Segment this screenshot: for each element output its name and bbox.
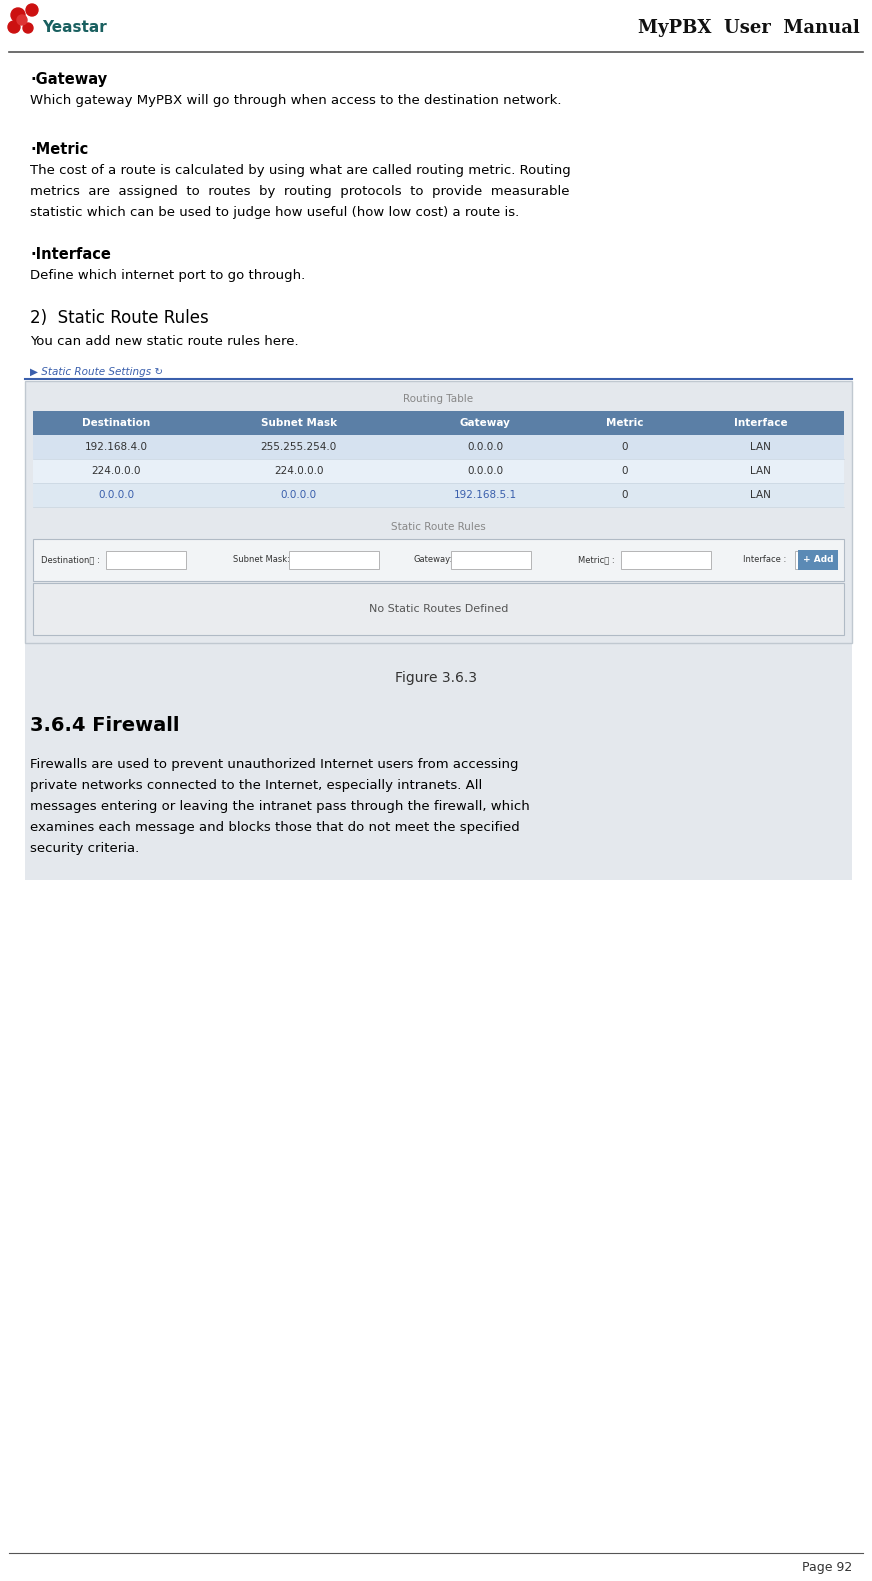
- Text: Figure 3.6.3: Figure 3.6.3: [395, 670, 477, 685]
- Text: 0: 0: [622, 490, 629, 500]
- Text: Page 92: Page 92: [801, 1560, 852, 1575]
- Bar: [25, 381, 852, 881]
- Text: Metric: Metric: [606, 417, 644, 428]
- Text: Static Route Rules: Static Route Rules: [392, 522, 486, 531]
- Text: Which gateway MyPBX will go through when access to the destination network.: Which gateway MyPBX will go through when…: [30, 93, 562, 108]
- Text: Interface :: Interface :: [743, 555, 787, 564]
- Text: Gateway: Gateway: [460, 417, 511, 428]
- Text: Destinationⓘ :: Destinationⓘ :: [41, 555, 99, 564]
- Text: metrics  are  assigned  to  routes  by  routing  protocols  to  provide  measura: metrics are assigned to routes by routin…: [30, 185, 569, 198]
- Text: LAN: LAN: [751, 466, 772, 476]
- Text: MyPBX  User  Manual: MyPBX User Manual: [638, 19, 860, 36]
- Text: 192.168.5.1: 192.168.5.1: [453, 490, 517, 500]
- Bar: [33, 484, 844, 508]
- Bar: [451, 552, 531, 569]
- Bar: [33, 435, 844, 458]
- Circle shape: [17, 14, 27, 25]
- Text: + Add: + Add: [803, 555, 834, 564]
- Text: Destination: Destination: [82, 417, 150, 428]
- Text: You can add new static route rules here.: You can add new static route rules here.: [30, 335, 298, 348]
- Bar: [33, 583, 844, 636]
- Text: Subnet Mask:: Subnet Mask:: [233, 555, 290, 564]
- Text: LAN: LAN: [751, 443, 772, 452]
- Text: ·Interface: ·Interface: [30, 247, 111, 262]
- Bar: [33, 411, 844, 435]
- Text: examines each message and blocks those that do not meet the specified: examines each message and blocks those t…: [30, 821, 520, 835]
- Bar: [795, 552, 827, 569]
- Text: messages entering or leaving the intranet pass through the firewall, which: messages entering or leaving the intrane…: [30, 800, 530, 813]
- Text: ▾: ▾: [819, 557, 822, 563]
- Text: 3.6.4 Firewall: 3.6.4 Firewall: [30, 716, 180, 735]
- Text: security criteria.: security criteria.: [30, 843, 140, 855]
- Text: 224.0.0.0: 224.0.0.0: [92, 466, 141, 476]
- Bar: [25, 381, 852, 643]
- Text: private networks connected to the Internet, especially intranets. All: private networks connected to the Intern…: [30, 779, 482, 792]
- Text: Yeastar: Yeastar: [42, 21, 106, 35]
- Text: Gateway:: Gateway:: [413, 555, 453, 564]
- Text: LAN: LAN: [800, 555, 817, 564]
- Text: LAN: LAN: [751, 490, 772, 500]
- Text: 2)  Static Route Rules: 2) Static Route Rules: [30, 308, 208, 327]
- Text: 0.0.0.0: 0.0.0.0: [467, 466, 503, 476]
- Text: 0.0.0.0: 0.0.0.0: [467, 443, 503, 452]
- Text: statistic which can be used to judge how useful (how low cost) a route is.: statistic which can be used to judge how…: [30, 206, 519, 220]
- Text: 0.0.0.0: 0.0.0.0: [98, 490, 134, 500]
- Text: Firewalls are used to prevent unauthorized Internet users from accessing: Firewalls are used to prevent unauthoriz…: [30, 757, 519, 772]
- Text: ·Gateway: ·Gateway: [30, 73, 107, 87]
- Circle shape: [8, 21, 20, 33]
- Bar: [621, 552, 711, 569]
- Text: Interface: Interface: [734, 417, 787, 428]
- Text: 0.0.0.0: 0.0.0.0: [281, 490, 317, 500]
- Bar: [289, 552, 379, 569]
- Bar: [25, 636, 852, 643]
- Text: Subnet Mask: Subnet Mask: [261, 417, 337, 428]
- Text: Routing Table: Routing Table: [404, 394, 473, 405]
- Text: ·Metric: ·Metric: [30, 142, 88, 157]
- Text: 224.0.0.0: 224.0.0.0: [274, 466, 324, 476]
- Text: Metricⓘ :: Metricⓘ :: [578, 555, 615, 564]
- Circle shape: [23, 24, 33, 33]
- Bar: [33, 458, 844, 484]
- Bar: [798, 550, 838, 571]
- Text: No Static Routes Defined: No Static Routes Defined: [369, 604, 508, 613]
- Text: 0: 0: [622, 443, 629, 452]
- Text: ▶ Static Route Settings ↻: ▶ Static Route Settings ↻: [30, 367, 163, 376]
- Text: 192.168.4.0: 192.168.4.0: [85, 443, 147, 452]
- Text: 255.255.254.0: 255.255.254.0: [261, 443, 337, 452]
- Text: 0: 0: [622, 466, 629, 476]
- Bar: [106, 552, 186, 569]
- Bar: [33, 508, 844, 538]
- Circle shape: [11, 8, 25, 22]
- Text: The cost of a route is calculated by using what are called routing metric. Routi: The cost of a route is calculated by usi…: [30, 164, 571, 177]
- Bar: [33, 539, 844, 580]
- Text: Define which internet port to go through.: Define which internet port to go through…: [30, 269, 305, 281]
- Circle shape: [26, 5, 38, 16]
